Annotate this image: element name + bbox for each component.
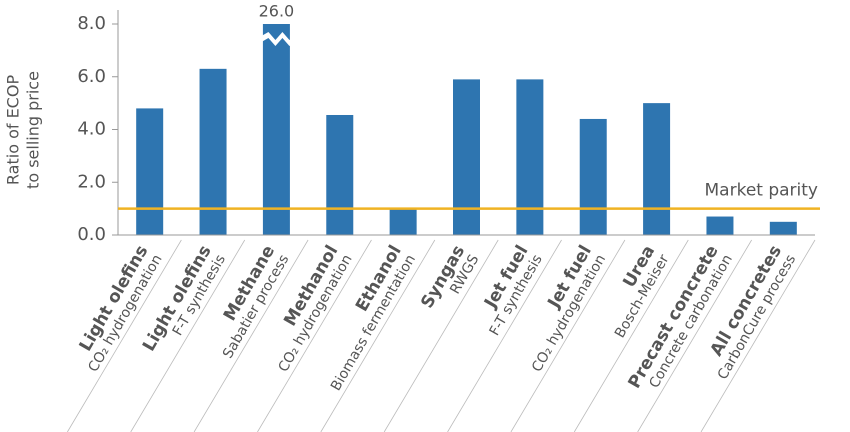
- bar: [262, 24, 290, 235]
- y-axis-label: Ratio of ECOP: [4, 75, 23, 186]
- value-label: 26.0: [259, 2, 295, 21]
- separator: [383, 239, 499, 432]
- bar: [579, 118, 607, 235]
- bar: [136, 108, 164, 235]
- y-axis-label: to selling price: [24, 71, 43, 189]
- separator: [700, 239, 816, 432]
- market-parity-label: Market parity: [705, 181, 819, 201]
- separator: [637, 239, 752, 432]
- bar: [516, 79, 544, 235]
- y-tick-label: 8.0: [77, 13, 106, 34]
- bar: [326, 114, 354, 235]
- separator: [320, 239, 436, 432]
- separator: [130, 239, 246, 432]
- bar: [389, 208, 417, 235]
- separator: [193, 239, 309, 432]
- bar: [706, 216, 734, 235]
- y-tick-label: 6.0: [77, 66, 106, 87]
- y-tick-label: 4.0: [77, 119, 106, 140]
- y-tick-label: 2.0: [77, 171, 106, 192]
- separator: [257, 239, 372, 432]
- axis-break: [261, 32, 293, 46]
- bar: [199, 68, 227, 236]
- bar: [643, 103, 671, 235]
- separator: [67, 239, 182, 432]
- separator: [447, 239, 562, 432]
- bar: [453, 79, 480, 235]
- bar: [769, 221, 797, 235]
- separator: [510, 239, 626, 432]
- separator: [573, 239, 689, 432]
- y-tick-label: 0.0: [77, 224, 106, 245]
